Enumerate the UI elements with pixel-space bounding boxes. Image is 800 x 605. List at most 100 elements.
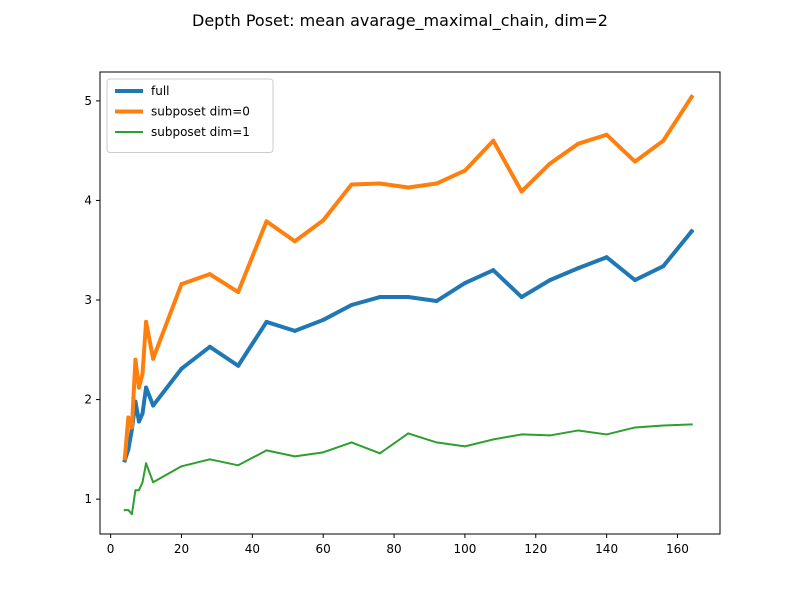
plot-area xyxy=(122,94,695,516)
series-0-point xyxy=(207,344,212,349)
series-0-point xyxy=(264,319,269,324)
series-1-point xyxy=(519,189,524,194)
series-0-point xyxy=(144,385,149,390)
series-0-point xyxy=(491,268,496,273)
y-tick-label: 2 xyxy=(84,393,92,407)
series-1-point xyxy=(689,94,694,99)
series-2-point xyxy=(293,455,296,458)
series-0-point xyxy=(377,295,382,300)
series-2-point xyxy=(492,438,495,441)
series-2-point xyxy=(265,449,268,452)
legend: full subposet dim=0 subposet dim=1 xyxy=(106,78,274,153)
series-0-point xyxy=(434,299,439,304)
series-1-point xyxy=(264,219,269,224)
series-1-point xyxy=(576,141,581,146)
series-2-point xyxy=(577,429,580,432)
series-1-point xyxy=(140,371,145,376)
series-1-point xyxy=(129,425,134,430)
series-2-point xyxy=(690,423,693,426)
series-0-point xyxy=(179,366,184,371)
x-tick-label: 120 xyxy=(524,542,547,556)
series-2-point xyxy=(633,426,636,429)
series-0-point xyxy=(689,229,694,234)
series-2-point xyxy=(520,433,523,436)
series-2-point xyxy=(137,489,140,492)
y-tick-label: 5 xyxy=(84,94,92,108)
series-2-point xyxy=(208,458,211,461)
series-2-point xyxy=(145,462,148,465)
series-1-point xyxy=(661,138,666,143)
series-2-point xyxy=(141,481,144,484)
series-1-point xyxy=(462,168,467,173)
series-1-point xyxy=(144,319,149,324)
series-1-point xyxy=(349,182,354,187)
y-tick-label: 3 xyxy=(84,293,92,307)
series-1-point xyxy=(406,185,411,190)
series-0-point xyxy=(661,264,666,269)
series-1-point xyxy=(377,181,382,186)
series-2-point xyxy=(662,424,665,427)
series-1-point xyxy=(632,159,637,164)
x-tick-label: 160 xyxy=(666,542,689,556)
series-1-point xyxy=(133,357,138,362)
series-1-point xyxy=(491,138,496,143)
series-1-point xyxy=(292,239,297,244)
series-1-point xyxy=(207,272,212,277)
series-2-point xyxy=(127,509,130,512)
series-0-point xyxy=(632,278,637,283)
series-1-point xyxy=(547,161,552,166)
series-1-point xyxy=(122,456,127,461)
series-1-point xyxy=(126,415,131,420)
x-tick-label: 100 xyxy=(453,542,476,556)
series-0-point xyxy=(576,266,581,271)
series-1-point xyxy=(604,132,609,137)
y-tick-label: 1 xyxy=(84,492,92,506)
series-1-point xyxy=(151,356,156,361)
series-2-point xyxy=(435,441,438,444)
series-2-point xyxy=(123,509,126,512)
x-tick-label: 20 xyxy=(174,542,189,556)
series-1-point xyxy=(136,385,141,390)
series-1-point xyxy=(236,290,241,295)
series-0-point xyxy=(547,278,552,283)
axes: 0 20 40 60 80 100 120 140 160 1 2 3 4 5 xyxy=(84,71,721,556)
x-tick-label: 80 xyxy=(386,542,401,556)
chart-title: Depth Poset: mean avarage_maximal_chain,… xyxy=(192,11,608,31)
series-2-point xyxy=(378,452,381,455)
series-0-point xyxy=(604,255,609,260)
series-2-point xyxy=(130,513,133,516)
series-2-point xyxy=(152,481,155,484)
x-tick-label: 60 xyxy=(316,542,331,556)
y-tick-label: 4 xyxy=(84,193,92,207)
series-2-point xyxy=(463,445,466,448)
series-1-point xyxy=(434,181,439,186)
series-0-point xyxy=(462,281,467,286)
series-1-point xyxy=(179,282,184,287)
legend-box xyxy=(106,78,274,153)
x-tick-label: 40 xyxy=(245,542,260,556)
series-2-point xyxy=(322,451,325,454)
series-2-point xyxy=(407,432,410,435)
series-0-point xyxy=(151,403,156,408)
series-0-point xyxy=(292,328,297,333)
legend-label-1: subposet dim=0 xyxy=(151,105,250,119)
series-1-point xyxy=(321,218,326,223)
axes-frame xyxy=(99,71,721,535)
series-0-point xyxy=(140,411,145,416)
x-tick-label: 140 xyxy=(595,542,618,556)
series-0-point xyxy=(349,302,354,307)
series-0-point xyxy=(321,317,326,322)
legend-label-2: subposet dim=1 xyxy=(151,125,250,139)
series-2-point xyxy=(134,489,137,492)
series-2-point xyxy=(237,464,240,467)
series-2-point xyxy=(605,433,608,436)
series-2-point xyxy=(180,465,183,468)
series-2-point xyxy=(350,441,353,444)
series-0-point xyxy=(519,295,524,300)
series-0-point xyxy=(136,419,141,424)
series-0-point xyxy=(406,295,411,300)
series-0-point xyxy=(236,363,241,368)
legend-label-0: full xyxy=(151,84,170,98)
x-tick-label: 0 xyxy=(107,542,115,556)
